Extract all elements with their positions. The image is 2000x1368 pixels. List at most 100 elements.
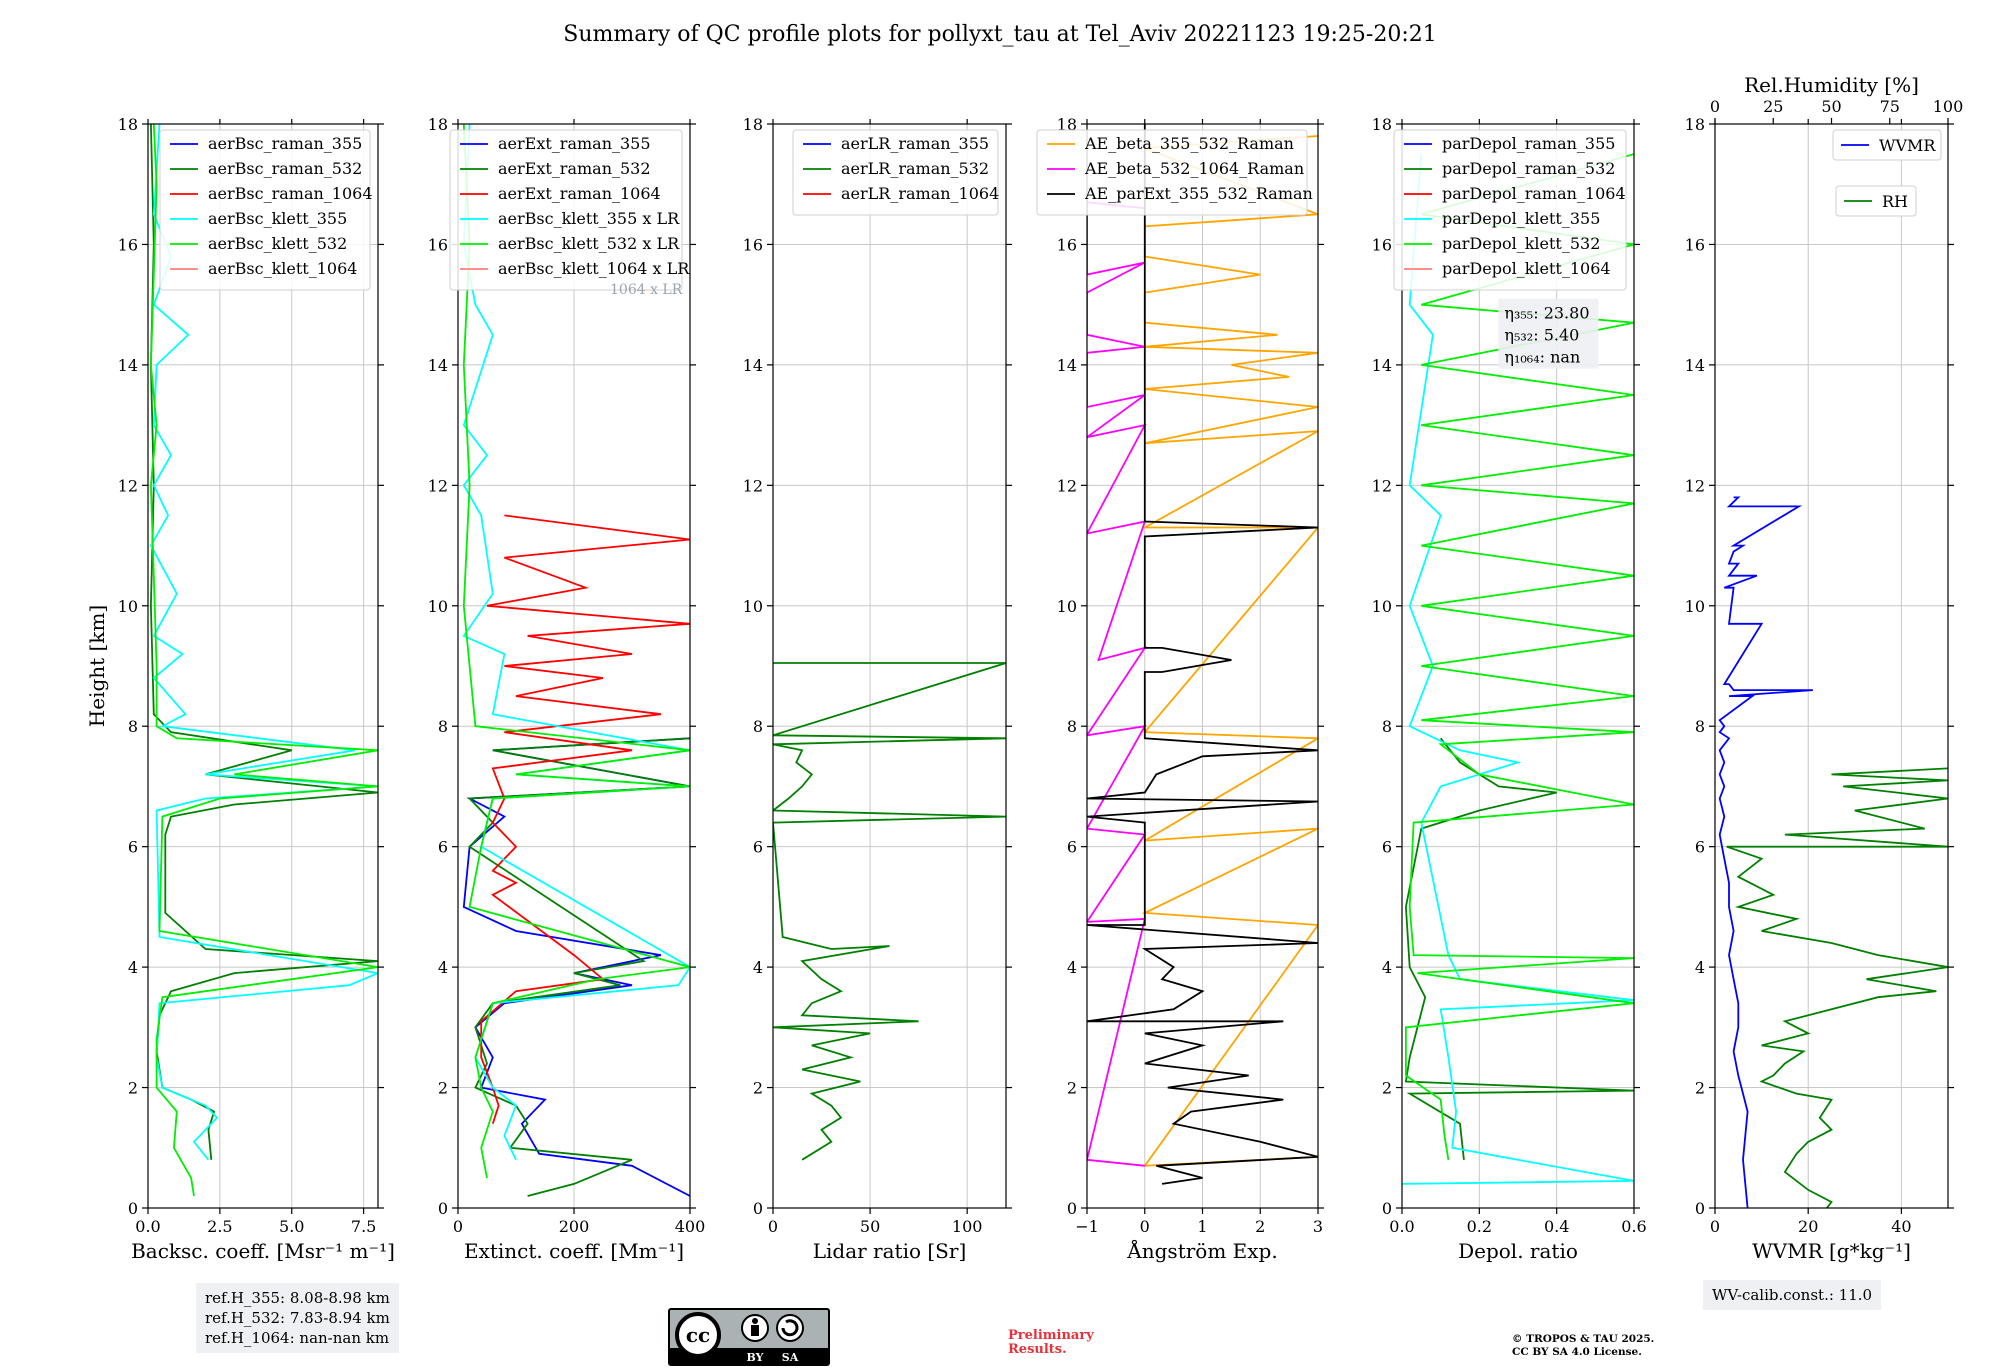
x-tick-label: 0 [453,1217,463,1236]
axes-frame [772,123,1007,1209]
series-line-AE_beta_355_532_Raman [1141,135,1318,1167]
y-tick-label: 4 [1067,958,1077,977]
legend-box [1393,129,1627,291]
x-tick-label: 0.0 [1389,1217,1414,1236]
y-tick-label: 14 [1685,356,1705,375]
cc-license-badge: cc BY SA [668,1308,830,1366]
legend-label: aerBsc_raman_355 [208,134,362,153]
y-tick-label: 8 [1067,717,1077,736]
preliminary-notice: Preliminary Results. [1008,1329,1094,1357]
y-tick-label: 10 [118,597,138,616]
axes-frame [147,123,379,1209]
ref-h-355: ref.H_355: 8.08-8.98 km [205,1289,390,1307]
y-tick-label: 16 [1372,235,1392,254]
axes-frame [1401,123,1635,1209]
panel-water_vapor: 0 2 4 6 8 10 12 14 16 18 0 20 40 WVMR [g*kg⁻¹] 0 25 50 75… [1685,73,1964,1263]
x-tick-label: 0.0 [135,1217,160,1236]
panel-backscatter: 0 2 4 6 8 10 12 14 16 18 0.0 2.5 5.0 7.5 Backsc. coeff… [85,115,395,1263]
x-tick-label: 5.0 [279,1217,304,1236]
x-tick-label: 40 [1891,1217,1911,1236]
preliminary-line-1: Preliminary [1008,1328,1094,1343]
cc-sa-text: SA [782,1351,799,1364]
x-tick-label: 2.5 [207,1217,232,1236]
legend: AE_beta_355_532_Raman AE_beta_532_1064_Ra… [1036,129,1313,216]
x-tick-label: 0 [1140,1217,1150,1236]
series-line-WVMR [1718,496,1813,1208]
legend-label: aerLR_raman_1064 [841,184,999,203]
legend-label: WVMR [1879,136,1936,155]
legend: aerLR_raman_355 aerLR_raman_532 aerLR_rama… [792,129,999,216]
y-tick-label: 10 [1057,597,1077,616]
y-tick-label: 8 [1382,717,1392,736]
legend-box [1832,129,1942,161]
y-tick-label: 0 [753,1199,763,1218]
x-tick-label: 100 [952,1217,983,1236]
x-tick-label: 1 [1197,1217,1207,1236]
top-x-axis-label: Rel.Humidity [%] [1744,73,1919,97]
series-line-aerBsc_klett_532 x LR [462,124,690,1179]
y-tick-label: 2 [438,1079,448,1098]
y-tick-label: 8 [753,717,763,736]
legend-label: aerBsc_klett_1064 [208,259,357,278]
series-line-aerBsc_klett_532 [149,124,378,1197]
y-tick-label: 12 [1685,476,1705,495]
y-tick-label: 14 [1057,356,1077,375]
y-tick-label: 10 [1372,597,1392,616]
y-tick-label: 8 [128,717,138,736]
legend-label: parDepol_klett_355 [1442,209,1600,228]
legend: parDepol_raman_355 parDepol_raman_532 parD… [1393,129,1627,291]
legend-label: AE_beta_355_532_Raman [1084,134,1294,153]
y-tick-label: 16 [428,235,448,254]
y-tick-label: 16 [743,235,763,254]
x-axis-label: WVMR [g*kg⁻¹] [1752,1239,1911,1263]
y-tick-label: 16 [1057,235,1077,254]
x-tick-label: 0 [1710,1217,1720,1236]
legend-label: aerBsc_klett_532 [208,234,347,253]
y-tick-label: 0 [1067,1199,1077,1218]
y-tick-label: 10 [1685,597,1705,616]
legend-label: parDepol_klett_1064 [1442,259,1611,278]
figure-title: Summary of QC profile plots for pollyxt_… [563,22,1437,47]
x-tick-label: 3 [1313,1217,1323,1236]
x-tick-label: 7.5 [351,1217,376,1236]
series-line-AE_parExt_355_532_Raman [1087,124,1318,1185]
reference-height-box: ref.H_355: 8.08-8.98 km ref.H_532: 7.83-… [196,1283,399,1353]
series-line-parDepol_raman_532 [1404,737,1634,1160]
x-axis-label: Depol. ratio [1458,1239,1578,1263]
y-tick-label: 0 [128,1199,138,1218]
y-tick-label: 2 [128,1079,138,1098]
y-tick-label: 18 [1372,115,1392,134]
legend-label: aerExt_raman_1064 [498,184,661,203]
legend-label: parDepol_raman_355 [1442,134,1615,153]
y-tick-label: 0 [1382,1199,1392,1218]
x-tick-label: 2 [1255,1217,1265,1236]
y-tick-label: 8 [438,717,448,736]
cc-by-text: BY [747,1351,764,1364]
y-tick-label: 4 [128,958,138,977]
y-tick-label: 8 [1695,717,1705,736]
y-tick-label: 18 [1685,115,1705,134]
panel-extinction: 0 2 4 6 8 10 12 14 16 18 0 200 400 Extinct. coeff. [M… [428,115,706,1263]
y-tick-label: 6 [1382,838,1392,857]
y-tick-label: 6 [1067,838,1077,857]
x-tick-label: 20 [1798,1217,1818,1236]
y-tick-label: 10 [428,597,448,616]
y-tick-label: 4 [1382,958,1392,977]
y-tick-label: 2 [753,1079,763,1098]
annotation-box [1498,298,1599,369]
legend: aerBsc_raman_355 aerBsc_raman_532 aerBsc_r… [159,129,373,291]
series-line-parDepol_klett_532 [1405,153,1634,1160]
x-tick-label: −1 [1075,1217,1099,1236]
y-tick-label: 6 [128,838,138,857]
x-tick-label: 50 [860,1217,880,1236]
legend-label: aerBsc_raman_1064 [208,184,373,203]
y-tick-label: 16 [1685,235,1705,254]
annotation-text: η₁₀₆₄: nan [1504,348,1580,367]
y-tick-label: 12 [118,476,138,495]
top-x-tick-label: 50 [1821,97,1841,116]
top-x-tick-label: 0 [1710,97,1720,116]
legend-label: AE_beta_532_1064_Raman [1084,159,1304,178]
legend-WVMR: WVMR [1832,129,1942,161]
y-tick-label: 0 [1695,1199,1705,1218]
